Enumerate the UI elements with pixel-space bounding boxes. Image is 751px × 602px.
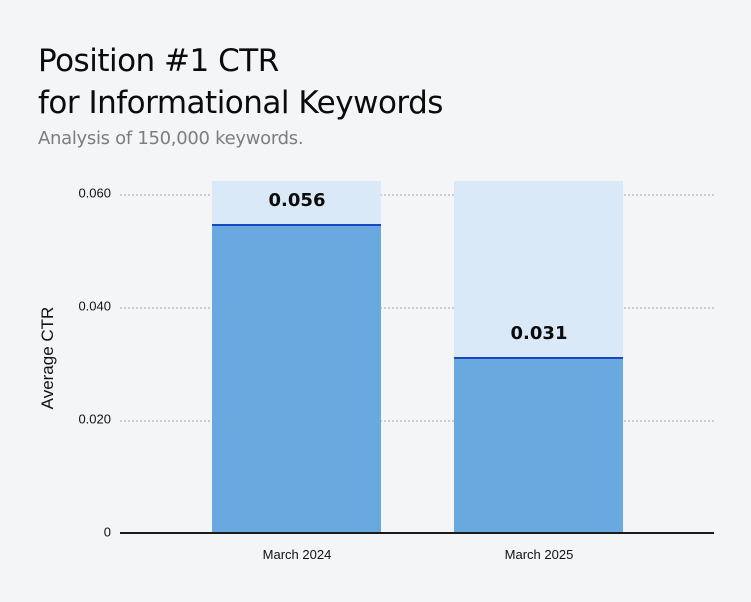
chart-subtitle: Analysis of 150,000 keywords. (38, 128, 304, 149)
gridline-0040 (120, 307, 714, 309)
y-tick-0040: 0.040 (78, 298, 111, 314)
title-line-2: for Informational Keywords (38, 85, 443, 121)
gridline-0060 (120, 194, 714, 196)
x-tick-march-2025: March 2025 (504, 547, 574, 562)
y-tick-0020: 0.020 (78, 411, 111, 427)
bar-march-2025[interactable] (454, 357, 623, 533)
x-axis-line (120, 532, 714, 534)
y-axis-label: Average CTR (38, 306, 57, 410)
y-tick-0060: 0.060 (78, 185, 111, 201)
bar-value-label-march-2025: 0.031 (510, 323, 568, 344)
bar-value-label-march-2024: 0.056 (268, 190, 326, 211)
x-tick-march-2024: March 2024 (262, 547, 332, 562)
chart-title: Position #1 CTR for Informational Keywor… (38, 40, 443, 124)
title-line-1: Position #1 CTR (38, 43, 279, 79)
bar-march-2024[interactable] (212, 224, 381, 533)
gridline-0020 (120, 420, 714, 422)
y-tick-0: 0 (103, 524, 111, 540)
